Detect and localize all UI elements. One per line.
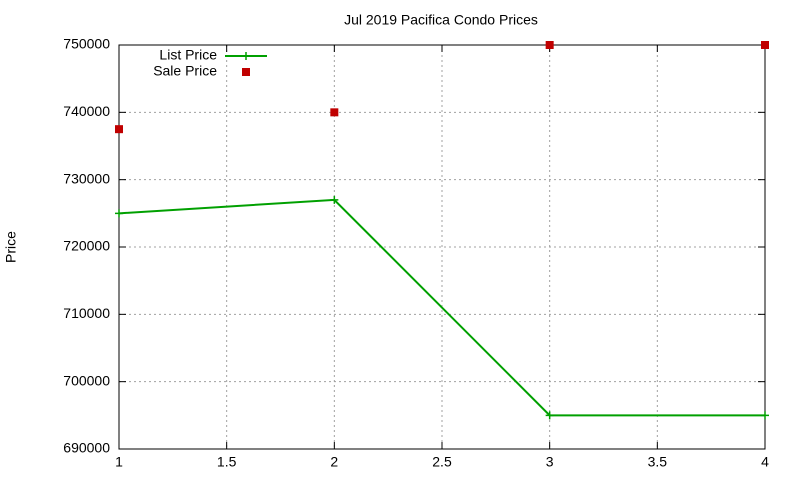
y-tick-label: 710000: [63, 305, 110, 321]
point-marker: [115, 125, 123, 134]
x-tick-label: 2.5: [432, 454, 452, 470]
point-marker: [330, 108, 339, 117]
y-axis-label: Price: [3, 231, 19, 263]
chart-title: Jul 2019 Pacifica Condo Prices: [344, 12, 538, 28]
point-marker: [761, 411, 769, 420]
y-tick-label: 690000: [63, 440, 110, 456]
x-tick-label: 1: [115, 454, 123, 470]
point-marker: [330, 195, 339, 204]
x-tick-label: 3: [546, 454, 554, 470]
x-tick-label: 3.5: [648, 454, 668, 470]
y-tick-label: 750000: [63, 36, 110, 52]
point-marker: [761, 41, 769, 49]
x-tick-label: 4: [761, 454, 769, 470]
legend-label: Sale Price: [153, 63, 217, 79]
plot-border: [118, 44, 766, 450]
x-tick-label: 2: [330, 454, 338, 470]
point-marker: [115, 209, 123, 218]
series-line: [118, 198, 765, 417]
legend-swatch: [242, 68, 250, 76]
x-tick-label: 1.5: [217, 454, 237, 470]
y-tick-label: 730000: [63, 170, 110, 186]
legend-swatch: [242, 52, 250, 60]
y-tick-label: 740000: [63, 103, 110, 119]
legend-label: List Price: [159, 47, 217, 63]
point-marker: [545, 41, 554, 49]
point-marker: [545, 411, 554, 420]
y-tick-label: 700000: [63, 372, 110, 388]
y-tick-label: 720000: [63, 238, 110, 254]
